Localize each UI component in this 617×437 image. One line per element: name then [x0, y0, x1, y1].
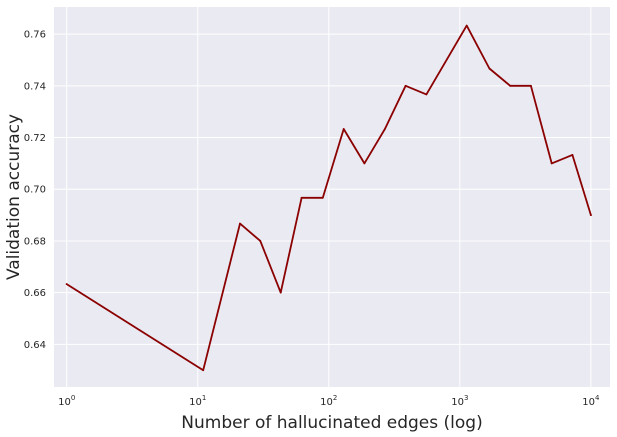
y-tick-label: 0.76	[24, 30, 46, 41]
data-point	[321, 196, 324, 199]
series-lines	[65, 24, 592, 372]
y-axis-ticks: 0.64 0.66 0.68 0.70 0.72 0.74 0.76	[24, 30, 46, 351]
x-tick-base: 10	[58, 397, 71, 408]
x-tick-exponent: 0	[71, 394, 75, 402]
y-tick-label: 0.68	[24, 236, 46, 247]
grid-lines	[54, 7, 610, 387]
x-tick-exponent: 2	[333, 394, 337, 402]
data-point	[202, 369, 205, 372]
y-tick-label: 0.70	[24, 185, 46, 196]
data-point	[279, 291, 282, 294]
data-point	[530, 84, 532, 87]
data-point	[509, 84, 512, 87]
data-point	[465, 24, 468, 27]
x-tick-label: 100	[58, 394, 75, 408]
x-tick-base: 10	[189, 397, 202, 408]
data-point	[300, 196, 303, 199]
x-tick-label: 102	[320, 394, 337, 408]
data-point	[259, 240, 262, 242]
y-axis-label: Validation accuracy	[4, 114, 24, 280]
y-tick-label: 0.74	[24, 81, 46, 92]
x-tick-label: 104	[582, 394, 600, 408]
x-tick-exponent: 1	[202, 394, 206, 402]
x-tick-exponent: 3	[464, 394, 468, 402]
data-point	[239, 222, 241, 225]
data-point	[65, 283, 68, 286]
data-point	[363, 162, 366, 165]
y-tick-label: 0.72	[24, 133, 46, 144]
x-tick-base: 10	[320, 397, 333, 408]
x-axis-ticks: 100 101 102 103 104	[58, 394, 600, 408]
x-tick-label: 103	[451, 394, 468, 408]
data-point	[342, 128, 345, 130]
plot-area	[54, 7, 610, 387]
data-point	[571, 153, 574, 156]
y-tick-label: 0.64	[24, 340, 46, 351]
x-tick-label: 101	[189, 394, 206, 408]
data-point	[404, 84, 407, 87]
x-tick-exponent: 4	[595, 394, 600, 402]
data-point	[383, 128, 386, 130]
x-tick-base: 10	[582, 397, 595, 408]
x-tick-base: 10	[451, 397, 464, 408]
data-point	[425, 93, 428, 96]
y-tick-label: 0.66	[24, 288, 46, 299]
data-point	[550, 162, 553, 165]
data-point	[488, 67, 491, 70]
data-point	[589, 214, 592, 216]
x-axis-label: Number of hallucinated edges (log)	[181, 413, 482, 433]
